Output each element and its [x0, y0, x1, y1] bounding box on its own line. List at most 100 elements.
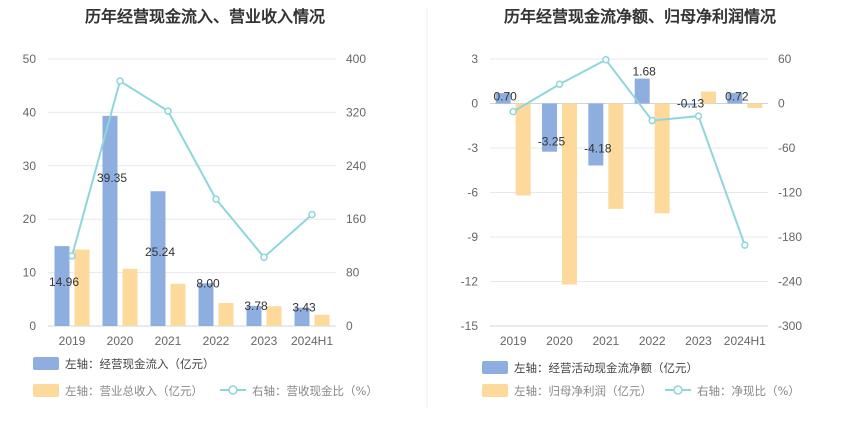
left-tick-label: 10 — [23, 266, 37, 280]
line-point-2024H1 — [308, 210, 316, 219]
bar-series1-2022 — [198, 283, 214, 326]
left-tick-label: 3 — [471, 52, 478, 66]
data-label-2020: 39.35 — [97, 171, 127, 185]
line-series — [68, 77, 316, 261]
data-label-2019: 14.96 — [49, 275, 79, 289]
right-tick-label: 320 — [346, 105, 366, 119]
data-label-2023: 3.78 — [244, 299, 268, 313]
left-tick-label: -6 — [467, 186, 478, 200]
bar-series1-2019 — [495, 93, 511, 104]
bar-series2-2020 — [562, 103, 577, 285]
right-tick-label: 240 — [346, 159, 366, 173]
line-point-2024H1 — [741, 241, 749, 249]
x-tick-label: 2020 — [107, 334, 134, 348]
line-path — [512, 58, 746, 246]
bar-series2-2023 — [266, 306, 282, 326]
data-label-2019: 0.70 — [493, 90, 517, 104]
left-axis-ticks: 3 0 -3 -6 -9 -12 -15 — [461, 52, 479, 333]
legend-label-3: 右轴：营收现金比（%） — [252, 384, 378, 398]
line-point-2019 — [68, 252, 76, 260]
x-tick-label: 2019 — [59, 334, 86, 348]
legend-label-1: 左轴：经营现金流入（亿元） — [65, 357, 215, 371]
left-tick-label: -9 — [467, 230, 478, 244]
legend-swatch-bar-2 — [33, 384, 59, 397]
bar-series1-2024H1 — [727, 92, 743, 104]
bar-series2-2024H1 — [747, 103, 763, 108]
chart-title: 历年经营现金流入、营业收入情况 — [85, 7, 325, 26]
left-tick-label: 30 — [23, 159, 37, 173]
chart-title: 历年经营现金流净额、归母净利润情况 — [504, 7, 776, 26]
legend-label-3: 右轴：净现比（%） — [697, 384, 800, 398]
line-point-2023 — [260, 253, 268, 261]
left-axis-ticks: 0 10 20 30 40 50 — [23, 52, 37, 333]
x-tick-label: 2019 — [500, 334, 527, 348]
left-tick-label: 40 — [23, 105, 37, 119]
chart-net-cash-profit: 历年经营现金流净额、归母净利润情况 3 0 -3 -6 -9 -12 -15 60 0 -60 -… — [461, 7, 803, 398]
legend-label-2: 左轴：归母净利润（亿元） — [514, 384, 652, 398]
data-label-2022: 1.68 — [632, 65, 656, 79]
data-label-2020: -3.25 — [538, 135, 566, 149]
data-labels: 0.70 -3.25 -4.18 1.68 -0.13 0.72 — [493, 65, 748, 156]
x-tick-label: 2024H1 — [291, 334, 333, 348]
left-tick-label: -15 — [461, 319, 479, 333]
bar-series2-2019 — [515, 103, 531, 196]
x-tick-label: 2020 — [546, 334, 573, 348]
right-tick-label: 0 — [346, 319, 353, 333]
x-tick-label: 2022 — [639, 334, 666, 348]
right-tick-label: 400 — [346, 52, 366, 66]
x-tick-label: 2024H1 — [724, 334, 766, 348]
data-label-2021: 25.24 — [145, 245, 175, 259]
legend-label-2: 左轴：营业总收入（亿元） — [65, 384, 203, 398]
x-tick-label: 2021 — [592, 334, 619, 348]
line-point-2020 — [555, 80, 564, 88]
right-tick-label: 160 — [346, 212, 366, 226]
bar-series1-2019 — [54, 246, 70, 326]
right-tick-label: -60 — [778, 141, 796, 155]
line-point-2019 — [509, 107, 517, 116]
bar-series1-2020 — [542, 103, 557, 152]
line-point-2022 — [648, 116, 656, 125]
bars-series-1 — [495, 78, 743, 166]
gridlines — [490, 58, 768, 327]
left-tick-label: 20 — [23, 212, 37, 226]
right-tick-label: 0 — [778, 97, 785, 111]
bar-series2-2024H1 — [314, 314, 330, 326]
bar-series2-2020 — [122, 268, 138, 326]
left-tick-label: -3 — [467, 141, 478, 155]
chart-cash-inflow-revenue: 历年经营现金流入、营业收入情况 0 10 20 30 40 50 0 80 160 240 320… — [23, 7, 378, 398]
data-label-2022: 8.00 — [196, 276, 220, 290]
right-tick-label: -120 — [778, 186, 802, 200]
legend-swatch-bar-1 — [482, 361, 508, 374]
data-label-2024H1: 3.43 — [292, 301, 316, 315]
legend-label-1: 左轴：经营活动现金流净额（亿元） — [514, 361, 698, 375]
data-label-2024H1: 0.72 — [725, 90, 749, 104]
legend-swatch-marker — [673, 385, 683, 395]
right-tick-label: 60 — [778, 52, 792, 66]
bars-series-2 — [74, 249, 330, 326]
data-label-2023: -0.13 — [677, 97, 705, 111]
data-labels: 14.96 39.35 25.24 8.00 3.78 3.43 — [49, 171, 316, 315]
legend[interactable]: 左轴：经营活动现金流净额（亿元） 左轴：归母净利润（亿元） 右轴：净现比（%） — [482, 361, 800, 398]
line-point-2023 — [694, 112, 703, 120]
right-tick-label: -300 — [778, 319, 802, 333]
bar-series2-2023 — [701, 91, 716, 104]
line-point-2021 — [602, 55, 610, 64]
bar-series1-2023 — [246, 305, 262, 326]
line-point-2021 — [164, 107, 172, 115]
line-series — [509, 55, 749, 249]
x-tick-label: 2023 — [251, 334, 278, 348]
right-axis-ticks: 60 0 -60 -120 -180 -240 -300 — [778, 52, 802, 333]
bar-series1-2021 — [588, 103, 604, 166]
bar-series2-2022 — [218, 303, 234, 326]
bars-series-1 — [54, 115, 310, 326]
bar-series1-2020 — [102, 115, 118, 326]
legend[interactable]: 左轴：经营现金流入（亿元） 左轴：营业总收入（亿元） 右轴：营收现金比（%） — [33, 357, 378, 398]
right-tick-label: 80 — [346, 266, 360, 280]
bar-series2-2019 — [74, 249, 90, 326]
legend-swatch-marker — [228, 385, 238, 395]
left-tick-label: 50 — [23, 52, 37, 66]
left-tick-label: -12 — [461, 275, 479, 289]
left-tick-label: 0 — [471, 97, 478, 111]
